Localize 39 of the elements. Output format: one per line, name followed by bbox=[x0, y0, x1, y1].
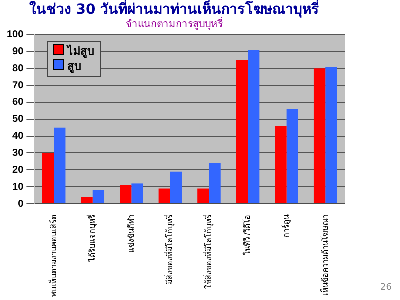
y-tick-label: 20 bbox=[12, 164, 24, 176]
x-tick-label: เห็นข้อความต้านโฆษณา bbox=[320, 215, 330, 296]
y-tick-label: 70 bbox=[12, 80, 24, 92]
bar bbox=[326, 66, 338, 204]
bar bbox=[54, 128, 66, 204]
y-tick-label: 30 bbox=[12, 148, 24, 159]
y-tick-label: 50 bbox=[12, 114, 24, 126]
bar bbox=[314, 68, 326, 204]
bar bbox=[236, 60, 248, 204]
y-tick-label: 90 bbox=[12, 46, 24, 58]
text: 26 bbox=[380, 283, 392, 293]
chart-subtitle: จำแนกตามการสูบบุหรี่ bbox=[126, 16, 224, 30]
bar bbox=[286, 109, 298, 204]
bar bbox=[275, 126, 287, 204]
bar bbox=[209, 163, 221, 204]
legend-label: ไม่สูบ bbox=[68, 44, 95, 58]
bar bbox=[42, 153, 54, 204]
bar bbox=[198, 188, 210, 204]
bar bbox=[132, 184, 144, 204]
x-tick-label: ใช้สิ่งของที่มีโลโก้บุหรี่ bbox=[202, 214, 214, 289]
x-tick-label: แข่งขันกีฬา bbox=[126, 215, 136, 253]
bar bbox=[92, 190, 105, 204]
bar bbox=[248, 50, 260, 204]
bar bbox=[170, 172, 182, 204]
bar bbox=[158, 188, 170, 204]
legend-label: สูบ bbox=[68, 60, 82, 73]
y-tick-label: 40 bbox=[12, 131, 24, 142]
x-tick-label: พบเห็นตามงานคอนเสิร์ต bbox=[48, 215, 58, 297]
x-tick-label: ได้รับแจกบุหรี่ bbox=[86, 214, 98, 263]
y-tick-label: 0 bbox=[18, 198, 24, 210]
x-tick-label: การ์ตูน bbox=[281, 214, 292, 238]
bar bbox=[81, 197, 93, 204]
x-tick-label: มีสิ่งของที่มีโลโก้บุหรี่ bbox=[164, 214, 175, 285]
y-tick-label: 100 bbox=[6, 30, 24, 41]
y-tick-label: 60 bbox=[12, 97, 24, 108]
y-tick-label: 10 bbox=[12, 182, 24, 193]
y-tick-label: 80 bbox=[12, 63, 24, 74]
bar bbox=[120, 185, 132, 204]
x-tick-label: ในทีวี /วีดีโอ bbox=[242, 215, 252, 256]
